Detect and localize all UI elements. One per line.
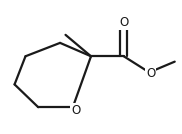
Text: O: O — [71, 104, 80, 117]
Text: O: O — [119, 16, 128, 29]
Text: O: O — [146, 66, 155, 80]
